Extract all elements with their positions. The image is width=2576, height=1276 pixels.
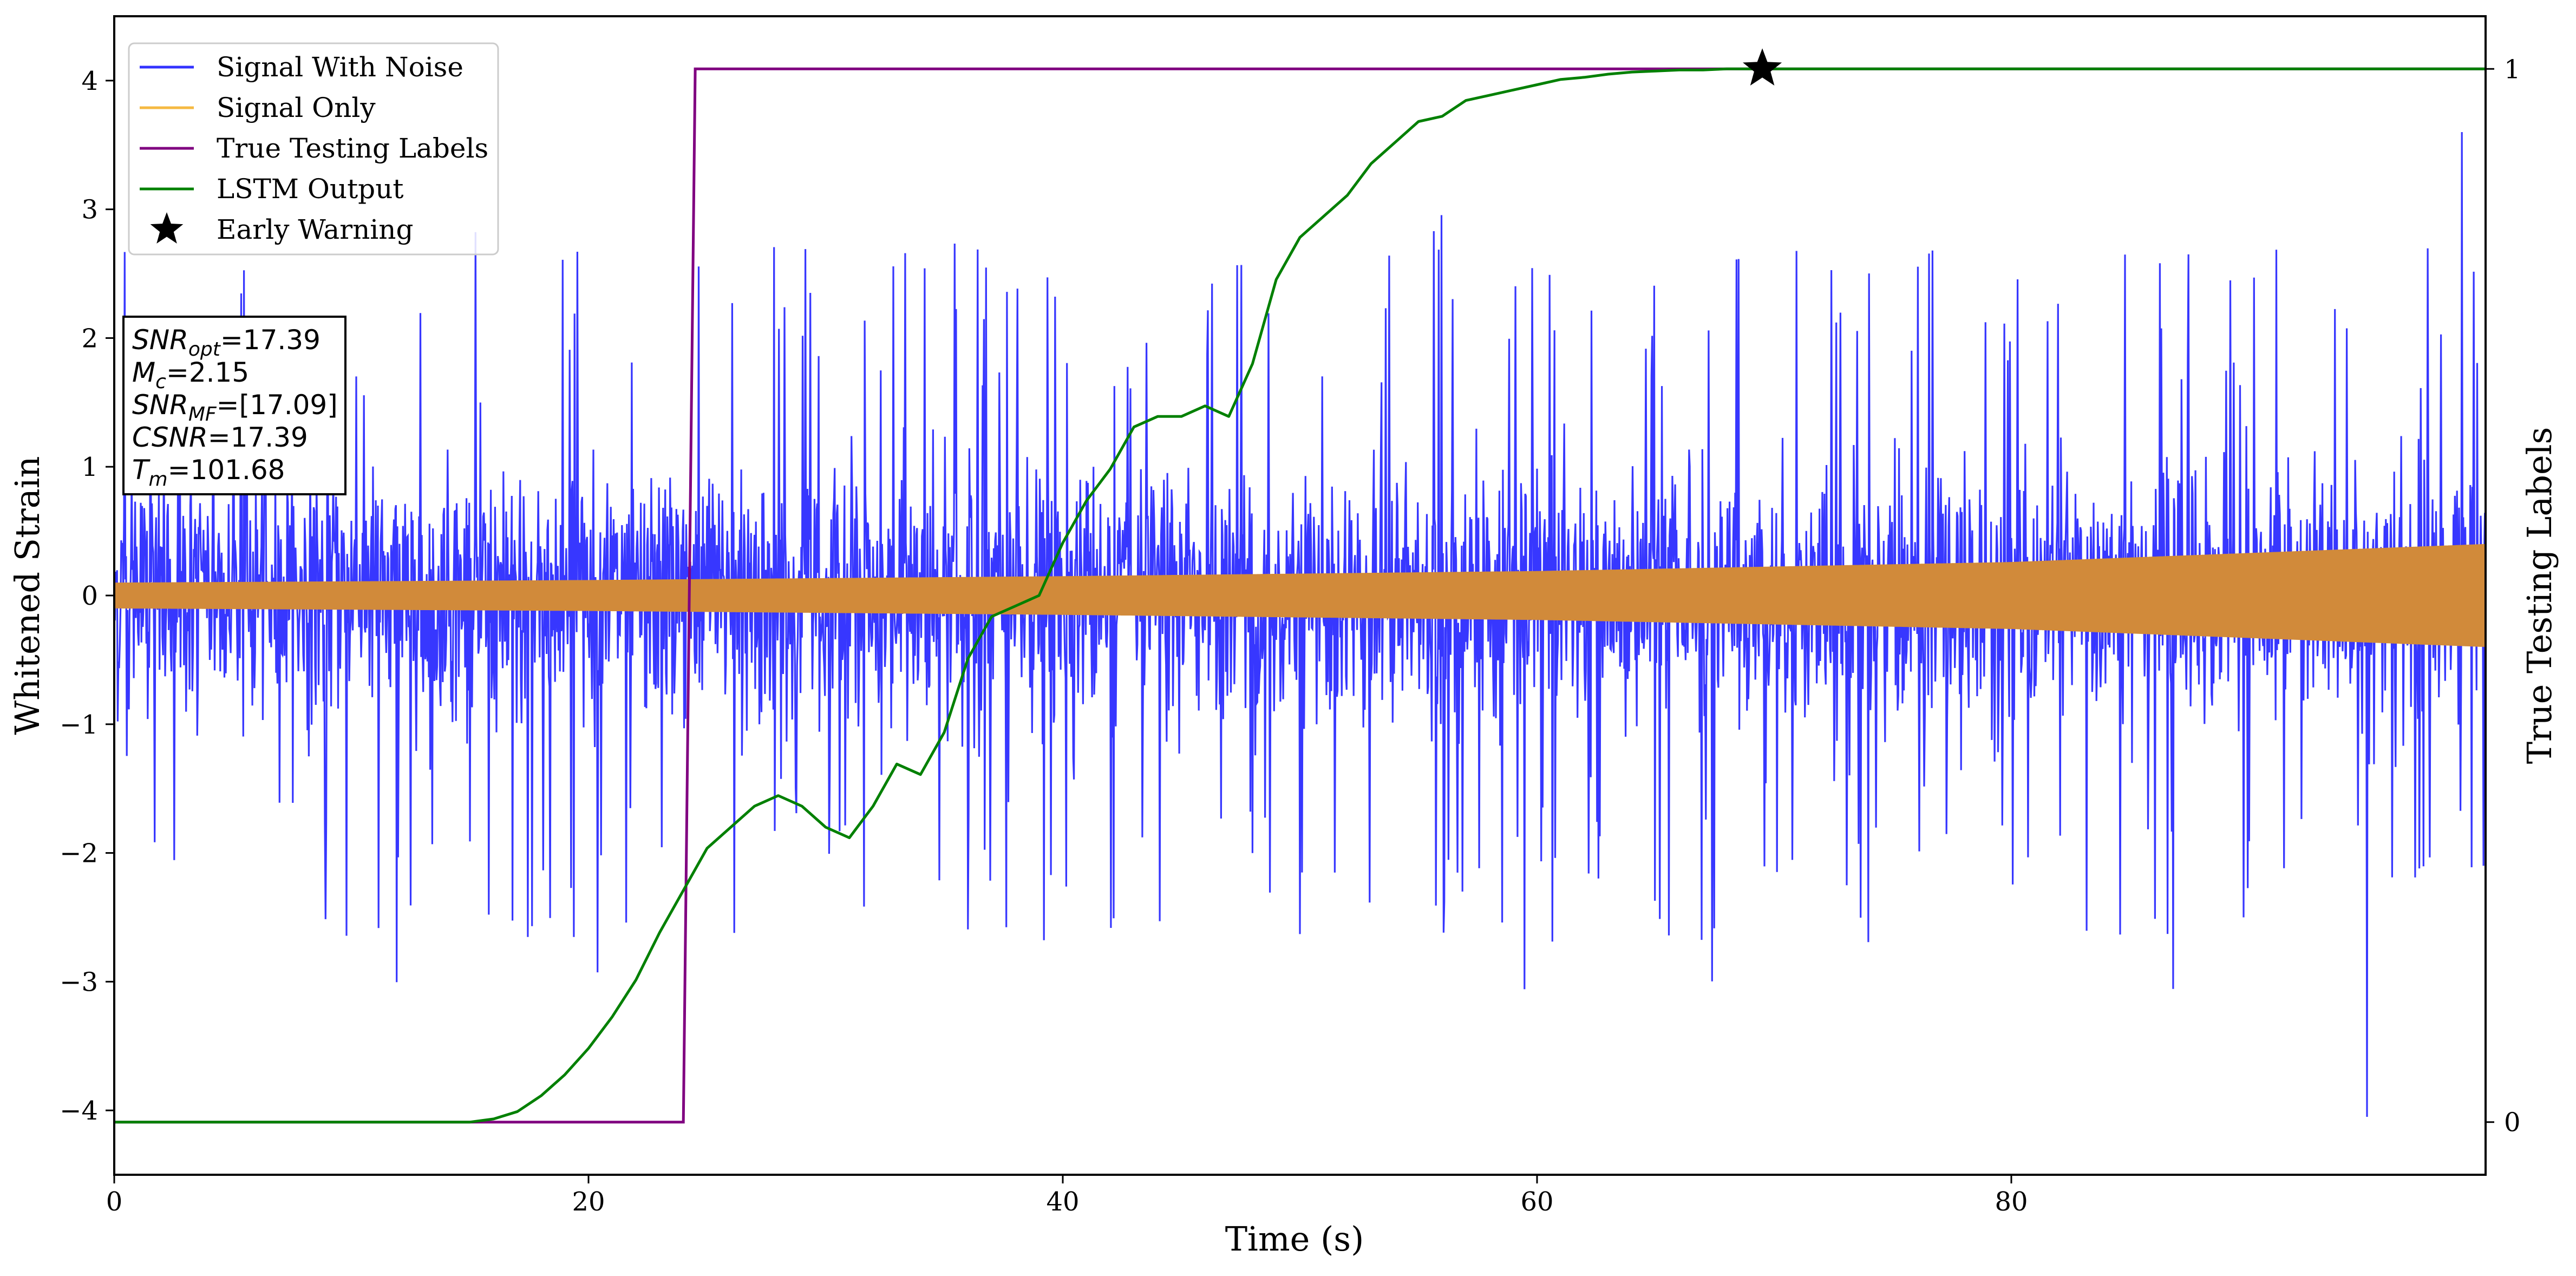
x-tick-label: 80: [1995, 1187, 2028, 1217]
x-tick-label: 20: [572, 1187, 605, 1217]
legend-label-signal-with-noise: Signal With Noise: [217, 51, 463, 83]
x-tick-label: 40: [1046, 1187, 1079, 1217]
y-tick-label: 4: [81, 66, 98, 96]
series-signal-only: [114, 544, 2486, 647]
x-tick-label: 60: [1520, 1187, 1553, 1217]
legend-swatch-early-warning: [150, 212, 184, 244]
y-tick-label: 0: [81, 581, 98, 611]
plot-area: [114, 67, 2486, 1124]
y-tick-label: 3: [81, 195, 98, 225]
y-tick-label: −4: [60, 1096, 98, 1126]
info-box-line: Mc=2.15: [132, 357, 249, 393]
early-warning-marker: [1743, 48, 1782, 86]
info-box-line: SNRMF=[17.09]: [132, 389, 338, 426]
legend-label-true-testing-labels: True Testing Labels: [217, 133, 488, 164]
legend: Signal With Noise Signal Only True Testing…: [128, 42, 499, 256]
legend-frame: [128, 42, 499, 256]
y-tick-label: 2: [81, 323, 98, 354]
info-box-line: Tm=101.68: [132, 454, 285, 490]
y-axis-title: Whitened Strain: [8, 456, 47, 735]
y-tick-label: 1: [81, 452, 98, 482]
info-box: SNRopt=17.39Mc=2.15SNRMF=[17.09]CSNR=17.…: [122, 316, 346, 495]
y-right-tick-label: 1: [2504, 54, 2521, 84]
info-box-line: SNRopt=17.39: [132, 324, 321, 361]
series-lstm-output: [114, 67, 2486, 1124]
legend-label-early-warning: Early Warning: [217, 214, 414, 245]
info-box-line: CSNR=17.39: [132, 422, 308, 453]
y-tick-label: −2: [60, 839, 98, 869]
y-tick-label: −3: [60, 967, 98, 997]
x-axis-title: Time (s): [1225, 1219, 1364, 1259]
legend-label-signal-only: Signal Only: [217, 92, 376, 123]
y-right-tick-label: 0: [2504, 1108, 2521, 1138]
y-axis-right-title: True Testing Labels: [2520, 427, 2559, 764]
info-box-frame: [122, 316, 346, 495]
legend-label-lstm-output: LSTM Output: [217, 173, 403, 205]
x-tick-label: 0: [106, 1187, 123, 1217]
y-tick-label: −1: [60, 710, 98, 740]
